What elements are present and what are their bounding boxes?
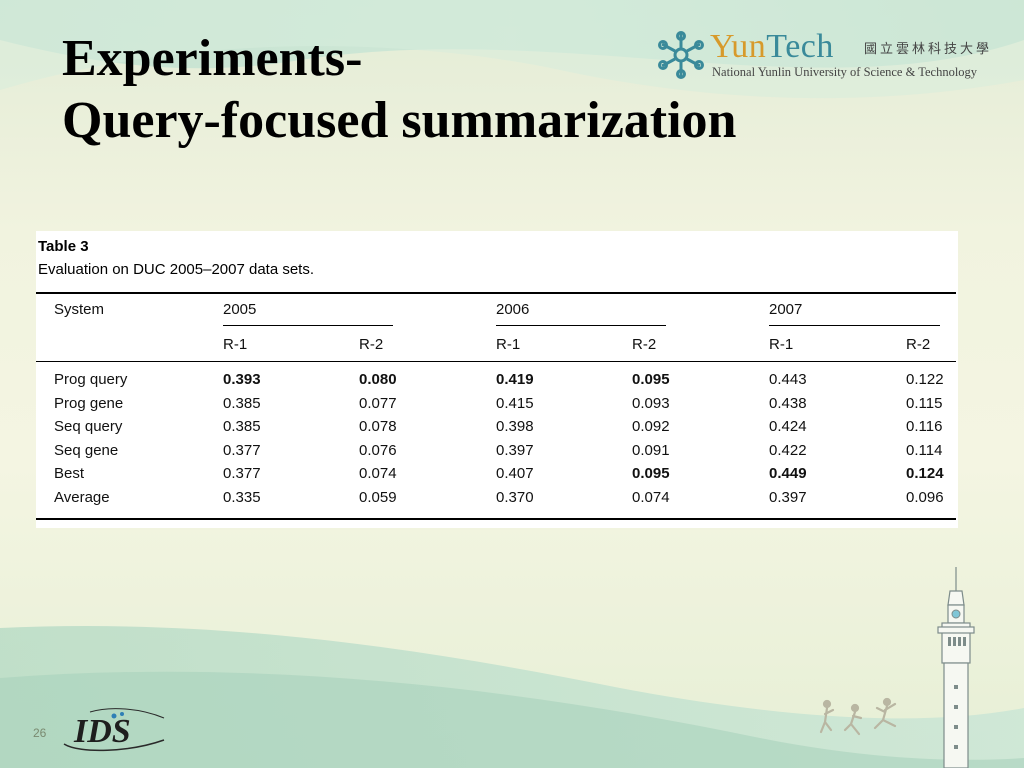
table-cell: 0.095 bbox=[632, 465, 670, 482]
table-cell: 0.115 bbox=[906, 394, 943, 412]
table-cell: 0.449 bbox=[769, 465, 807, 482]
table-cell: 0.415 bbox=[496, 394, 534, 412]
results-table-image: Table 3 Evaluation on DUC 2005–2007 data… bbox=[36, 231, 958, 528]
yuntech-english-name: National Yunlin University of Science & … bbox=[712, 65, 978, 79]
table-cell: 0.377 bbox=[223, 441, 261, 459]
table-cell: 0.377 bbox=[223, 465, 261, 482]
table-cell: 0.114 bbox=[906, 441, 943, 459]
table-label: Table 3 bbox=[38, 238, 89, 255]
table-cell: 0.093 bbox=[632, 394, 670, 412]
table-cell: 0.095 bbox=[632, 371, 670, 388]
ids-logo-text: IDS bbox=[73, 713, 131, 750]
metric-header: R-1 bbox=[769, 336, 794, 353]
row-system-name: Best bbox=[54, 465, 85, 482]
table-cell: 0.397 bbox=[496, 441, 534, 459]
yuntech-wordmark-yun: Yun bbox=[710, 28, 767, 65]
table-cell: 0.393 bbox=[223, 371, 261, 388]
table-caption: Evaluation on DUC 2005–2007 data sets. bbox=[38, 261, 315, 278]
yuntech-logo: YunTech 國立雲林科技大學 National Yunlin Univers… bbox=[656, 28, 1006, 82]
row-system-name: Average bbox=[54, 488, 110, 506]
year-2007-rule bbox=[769, 325, 940, 326]
table-cell: 0.124 bbox=[906, 465, 944, 482]
table-cell: 0.443 bbox=[769, 371, 807, 388]
table-cell: 0.091 bbox=[632, 441, 670, 459]
table-cell: 0.092 bbox=[632, 418, 670, 435]
slide-title: Experiments- Query-focused summarization bbox=[62, 28, 736, 152]
table-cell: 0.074 bbox=[632, 488, 670, 506]
metric-header: R-2 bbox=[906, 336, 931, 353]
metric-header: R-1 bbox=[496, 336, 521, 353]
top-wave-decoration bbox=[0, 0, 1024, 99]
clock-tower-illustration bbox=[937, 567, 975, 768]
table-bottom-rule bbox=[36, 518, 956, 520]
table-cell: 0.080 bbox=[359, 371, 397, 388]
table-cell: 0.385 bbox=[223, 394, 261, 412]
table-cell: 0.077 bbox=[359, 394, 397, 412]
year-2006-rule bbox=[496, 325, 666, 326]
row-system-name: Prog query bbox=[54, 371, 128, 388]
system-header: System bbox=[54, 301, 105, 318]
table-cell: 0.059 bbox=[359, 488, 397, 506]
table-cell: 0.074 bbox=[359, 465, 397, 482]
table-cell: 0.419 bbox=[496, 371, 534, 388]
yuntech-chinese-name: 國立雲林科技大學 bbox=[864, 42, 993, 57]
table-cell: 0.407 bbox=[496, 465, 534, 482]
title-line-1: Experiments- bbox=[62, 30, 363, 87]
metric-header: R-2 bbox=[359, 336, 384, 353]
bottom-wave-decoration bbox=[0, 626, 1024, 768]
table-cell: 0.078 bbox=[359, 418, 397, 435]
table-cell: 0.438 bbox=[769, 394, 807, 412]
running-figures-illustration bbox=[819, 697, 897, 736]
yuntech-emblem-icon bbox=[658, 31, 704, 79]
year-2005-rule bbox=[223, 325, 393, 326]
row-system-name: Seq gene bbox=[54, 441, 119, 459]
table-cell: 0.397 bbox=[769, 488, 807, 506]
metric-header: R-1 bbox=[223, 336, 248, 353]
table-header-rule bbox=[36, 361, 956, 362]
table-cell: 0.370 bbox=[496, 488, 534, 506]
yuntech-wordmark-tech: Tech bbox=[766, 28, 834, 65]
title-line-2: Query-focused summarization bbox=[62, 92, 737, 149]
table-cell: 0.385 bbox=[223, 418, 261, 435]
table-cell: 0.424 bbox=[769, 418, 807, 435]
table-cell: 0.335 bbox=[223, 488, 261, 506]
page-number: 26 bbox=[33, 726, 47, 740]
year-header-2005: 2005 bbox=[223, 301, 257, 318]
row-system-name: Seq query bbox=[54, 418, 123, 435]
year-header-2006: 2006 bbox=[496, 301, 530, 318]
table-cell: 0.116 bbox=[906, 418, 943, 435]
table-top-rule bbox=[36, 292, 956, 294]
table-cell: 0.096 bbox=[906, 488, 944, 506]
year-header-2007: 2007 bbox=[769, 301, 803, 318]
ids-logo: IDS bbox=[60, 706, 170, 756]
table-cell: 0.422 bbox=[769, 441, 807, 459]
metric-header: R-2 bbox=[632, 336, 657, 353]
row-system-name: Prog gene bbox=[54, 394, 124, 412]
ids-logo-mark-icon: IDS bbox=[63, 708, 165, 752]
table-cell: 0.076 bbox=[359, 441, 397, 459]
table-cell: 0.398 bbox=[496, 418, 534, 435]
yuntech-wordmark: YunTech bbox=[710, 28, 834, 66]
table-cell: 0.122 bbox=[906, 371, 944, 388]
